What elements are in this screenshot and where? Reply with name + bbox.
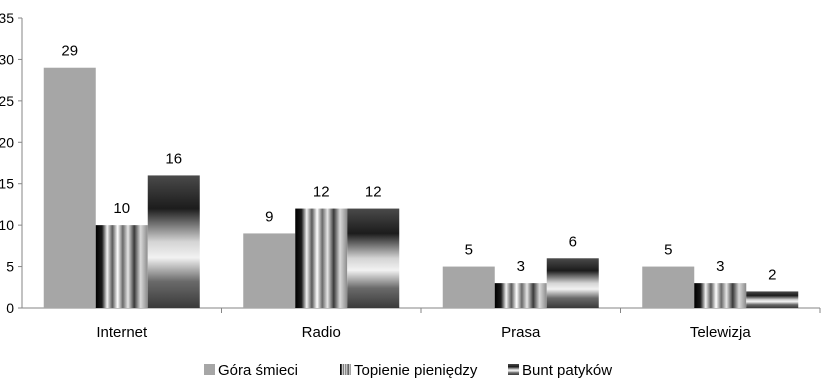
bar <box>147 175 200 308</box>
x-tick-label: Telewizja <box>690 324 752 341</box>
data-label: 3 <box>716 258 724 275</box>
y-tick-label: 35 <box>0 10 14 26</box>
data-label: 29 <box>61 43 78 60</box>
y-tick-label: 10 <box>0 217 14 233</box>
legend-swatch <box>340 364 351 375</box>
bar <box>43 67 96 308</box>
bar <box>494 283 547 308</box>
y-tick-label: 25 <box>0 93 14 109</box>
bars <box>43 67 799 308</box>
legend-label: Góra śmieci <box>218 362 298 379</box>
x-tick-label: Radio <box>302 324 341 341</box>
data-label: 5 <box>664 242 672 259</box>
y-tick-label: 5 <box>6 259 14 275</box>
data-label: 2 <box>768 266 776 283</box>
y-tick-label: 20 <box>0 134 14 150</box>
bar <box>694 283 747 308</box>
legend-swatch <box>508 364 519 375</box>
data-labels: 29 10 16 9 12 12 5 3 6 5 3 2 <box>61 43 776 284</box>
y-tick-label: 15 <box>0 176 14 192</box>
data-label: 3 <box>517 258 525 275</box>
y-tick-label: 0 <box>6 300 14 316</box>
x-tick-label: Internet <box>96 324 148 341</box>
bar <box>746 291 799 308</box>
data-label: 10 <box>113 200 130 217</box>
y-tick-label: 30 <box>0 51 14 67</box>
legend-label: Topienie pieniędzy <box>354 362 478 379</box>
bar <box>347 208 400 308</box>
legend-swatch <box>204 364 215 375</box>
x-tick-label: Prasa <box>501 324 541 341</box>
data-label: 9 <box>265 208 273 225</box>
legend: Góra śmieci Topienie pieniędzy Bunt patykó… <box>204 362 612 379</box>
data-label: 5 <box>465 242 473 259</box>
data-label: 16 <box>165 150 182 167</box>
bar <box>642 266 695 308</box>
bar <box>546 258 599 308</box>
bar <box>95 225 148 308</box>
bar <box>442 266 495 308</box>
data-label: 6 <box>569 233 577 250</box>
data-label: 12 <box>313 184 330 201</box>
legend-label: Bunt patyków <box>522 362 612 379</box>
bar <box>243 233 296 308</box>
data-label: 12 <box>365 184 382 201</box>
bar <box>295 208 348 308</box>
